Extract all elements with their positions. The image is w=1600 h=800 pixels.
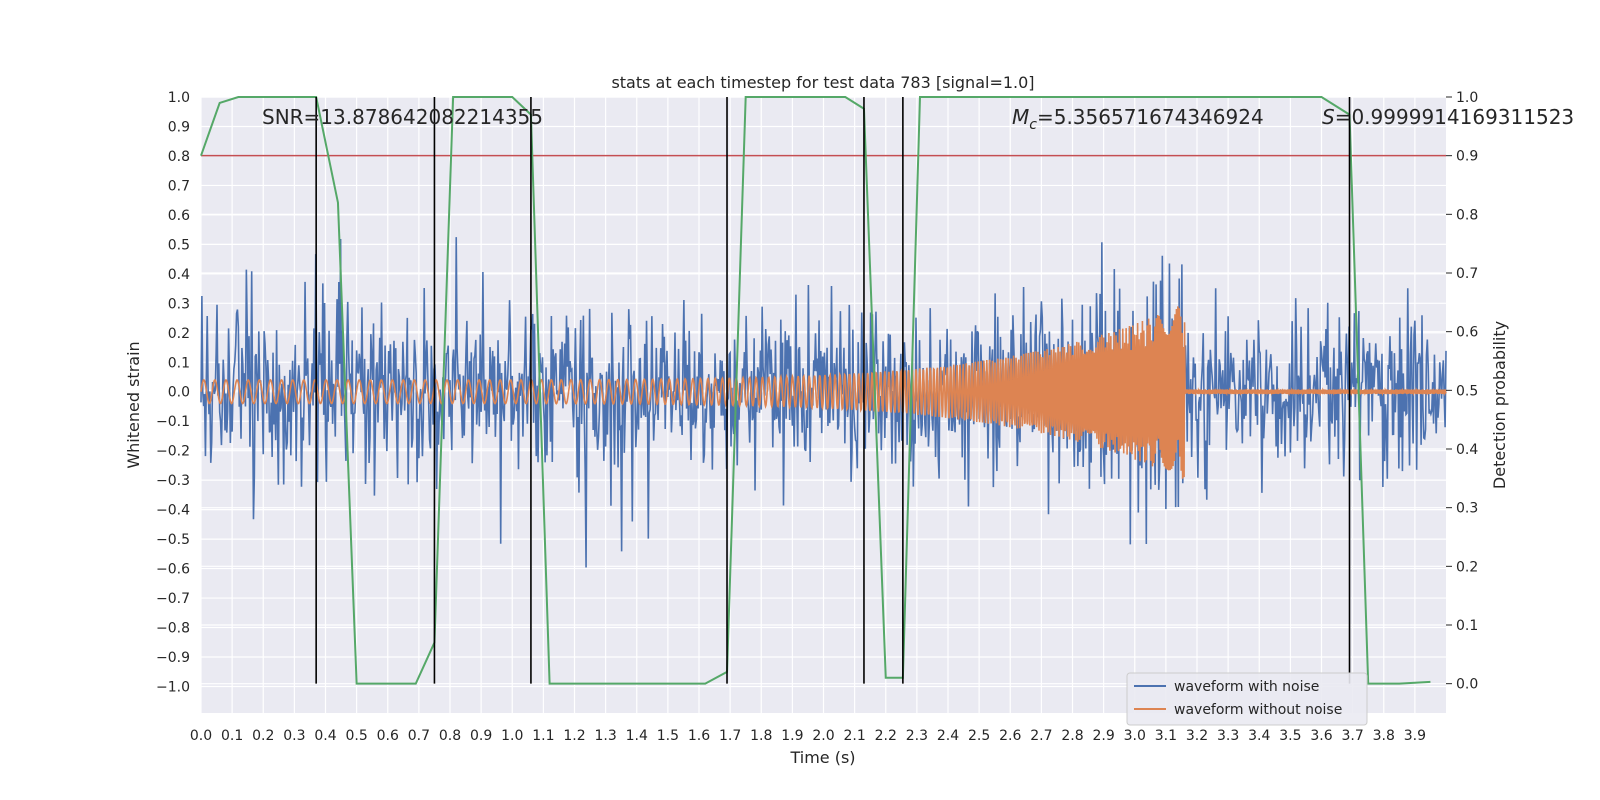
y-tick-label: 0.4 bbox=[168, 267, 190, 283]
y-tick-label: −0.4 bbox=[156, 503, 190, 519]
chirp-mass-subscript: c bbox=[1029, 117, 1037, 133]
x-tick-label: 1.1 bbox=[532, 728, 554, 744]
x-tick-label: 1.4 bbox=[626, 728, 648, 744]
x-tick-label: 0.4 bbox=[314, 728, 336, 744]
y-tick-label: 0.1 bbox=[168, 355, 190, 371]
snr-annotation: SNR=13.878642082214355 bbox=[262, 105, 543, 129]
x-tick-label: 2.7 bbox=[1030, 728, 1052, 744]
y2-tick-label: 0.2 bbox=[1456, 559, 1478, 575]
y-tick-label: −0.6 bbox=[156, 562, 190, 578]
y2-tick-label: 0.7 bbox=[1456, 266, 1478, 282]
x-tick-label: 1.8 bbox=[750, 728, 772, 744]
y-tick-label: −0.3 bbox=[156, 473, 190, 489]
legend-label-clean: waveform without noise bbox=[1174, 702, 1342, 718]
x-tick-label: 0.2 bbox=[252, 728, 274, 744]
y-axis-label: Whitened strain bbox=[124, 341, 143, 468]
x-tick-label: 3.6 bbox=[1310, 728, 1332, 744]
x-tick-label: 1.2 bbox=[563, 728, 585, 744]
x-tick-label: 2.9 bbox=[1092, 728, 1114, 744]
x-tick-label: 2.6 bbox=[999, 728, 1021, 744]
y2-tick-label: 0.4 bbox=[1456, 442, 1478, 458]
x-tick-label: 2.3 bbox=[906, 728, 928, 744]
y-axis-ticks: 1.0 0.9 0.8 0.7 0.6 0.5 0.4 0.3 0.2 0.1 0.0 −0.1 −0.… bbox=[156, 90, 190, 695]
chart-title: stats at each timestep for test data 783… bbox=[611, 73, 1034, 92]
x-tick-label: 1.5 bbox=[657, 728, 679, 744]
x-tick-label: 3.3 bbox=[1217, 728, 1239, 744]
detection-probability-line bbox=[200, 96, 1431, 685]
y-tick-label: −0.9 bbox=[156, 650, 190, 666]
x-tick-label: 2.0 bbox=[812, 728, 834, 744]
x-tick-label: 3.4 bbox=[1248, 728, 1270, 744]
y-tick-label: −0.8 bbox=[156, 621, 190, 637]
x-tick-label: 3.2 bbox=[1186, 728, 1208, 744]
x-tick-label: 0.8 bbox=[439, 728, 461, 744]
x-tick-label: 1.3 bbox=[594, 728, 616, 744]
y2-axis-label: Detection probability bbox=[1490, 321, 1509, 489]
x-axis-ticks: 0.0 0.1 0.2 0.3 0.4 0.5 0.6 0.7 0.8 0.9 1.0 1.1 1.2 1… bbox=[190, 728, 1426, 744]
legend-box bbox=[1126, 672, 1368, 726]
x-tick-label: 2.8 bbox=[1061, 728, 1083, 744]
s-annotation: S=0.9999914169311523 bbox=[1322, 105, 1574, 129]
y-tick-label: −0.7 bbox=[156, 591, 190, 607]
x-tick-label: 3.5 bbox=[1279, 728, 1301, 744]
x-tick-label: 0.5 bbox=[345, 728, 367, 744]
y2-tick-label: 0.0 bbox=[1456, 677, 1478, 693]
y2-tick-label: 0.9 bbox=[1456, 149, 1478, 165]
s-value: =0.9999914169311523 bbox=[1335, 105, 1574, 129]
y-tick-label: 0.7 bbox=[168, 178, 190, 194]
x-tick-label: 0.3 bbox=[283, 728, 305, 744]
y-tick-label: 0.3 bbox=[168, 296, 190, 312]
x-tick-label: 0.9 bbox=[470, 728, 492, 744]
legend-label-noise: waveform with noise bbox=[1174, 679, 1319, 695]
x-tick-label: 0.7 bbox=[408, 728, 430, 744]
y-tick-label: 0.0 bbox=[168, 385, 190, 401]
y-tick-label: −0.2 bbox=[156, 444, 190, 460]
y-tick-label: 0.8 bbox=[168, 149, 190, 165]
y-tick-label: 0.6 bbox=[168, 208, 190, 224]
chirp-mass-symbol: M bbox=[1012, 105, 1029, 129]
waveform-without-noise-line bbox=[200, 306, 1447, 479]
x-tick-label: 0.1 bbox=[221, 728, 243, 744]
x-tick-label: 1.9 bbox=[781, 728, 803, 744]
x-tick-label: 3.8 bbox=[1373, 728, 1395, 744]
x-tick-label: 2.2 bbox=[875, 728, 897, 744]
x-tick-label: 2.1 bbox=[843, 728, 865, 744]
x-tick-label: 3.1 bbox=[1155, 728, 1177, 744]
y-tick-label: 0.5 bbox=[168, 237, 190, 253]
y-tick-label: −0.1 bbox=[156, 414, 190, 430]
x-tick-label: 3.7 bbox=[1341, 728, 1363, 744]
x-tick-label: 1.6 bbox=[688, 728, 710, 744]
y2-tick-label: 0.6 bbox=[1456, 325, 1478, 341]
x-axis-label: Time (s) bbox=[789, 748, 855, 767]
y2-tick-label: 0.5 bbox=[1456, 383, 1478, 399]
x-tick-label: 1.7 bbox=[719, 728, 741, 744]
x-tick-label: 0.6 bbox=[377, 728, 399, 744]
y-tick-label: −1.0 bbox=[156, 679, 190, 695]
legend: waveform with noise waveform without noi… bbox=[1126, 672, 1368, 726]
y-tick-label: −0.5 bbox=[156, 532, 190, 548]
x-tick-label: 3.0 bbox=[1124, 728, 1146, 744]
x-tick-label: 3.9 bbox=[1404, 728, 1426, 744]
y2-axis-ticks: 1.0 0.9 0.8 0.7 0.6 0.5 0.4 0.3 0.2 0.1 0.0 bbox=[1446, 90, 1478, 693]
y2-tick-label: 0.1 bbox=[1456, 618, 1478, 634]
y-tick-label: 0.9 bbox=[168, 119, 190, 135]
s-symbol: S bbox=[1322, 105, 1335, 129]
x-tick-label: 2.5 bbox=[968, 728, 990, 744]
y2-tick-label: 0.3 bbox=[1456, 501, 1478, 517]
x-tick-label: 0.0 bbox=[190, 728, 212, 744]
x-tick-label: 1.0 bbox=[501, 728, 523, 744]
chirp-mass-value: =5.356571674346924 bbox=[1037, 105, 1264, 129]
x-tick-label: 2.4 bbox=[937, 728, 959, 744]
y-tick-label: 1.0 bbox=[168, 90, 190, 106]
y2-tick-label: 0.8 bbox=[1456, 207, 1478, 223]
y2-tick-label: 1.0 bbox=[1456, 90, 1478, 106]
y-tick-label: 0.2 bbox=[168, 326, 190, 342]
chirp-mass-annotation: Mc=5.356571674346924 bbox=[1012, 105, 1264, 133]
plot-area bbox=[200, 96, 1447, 685]
